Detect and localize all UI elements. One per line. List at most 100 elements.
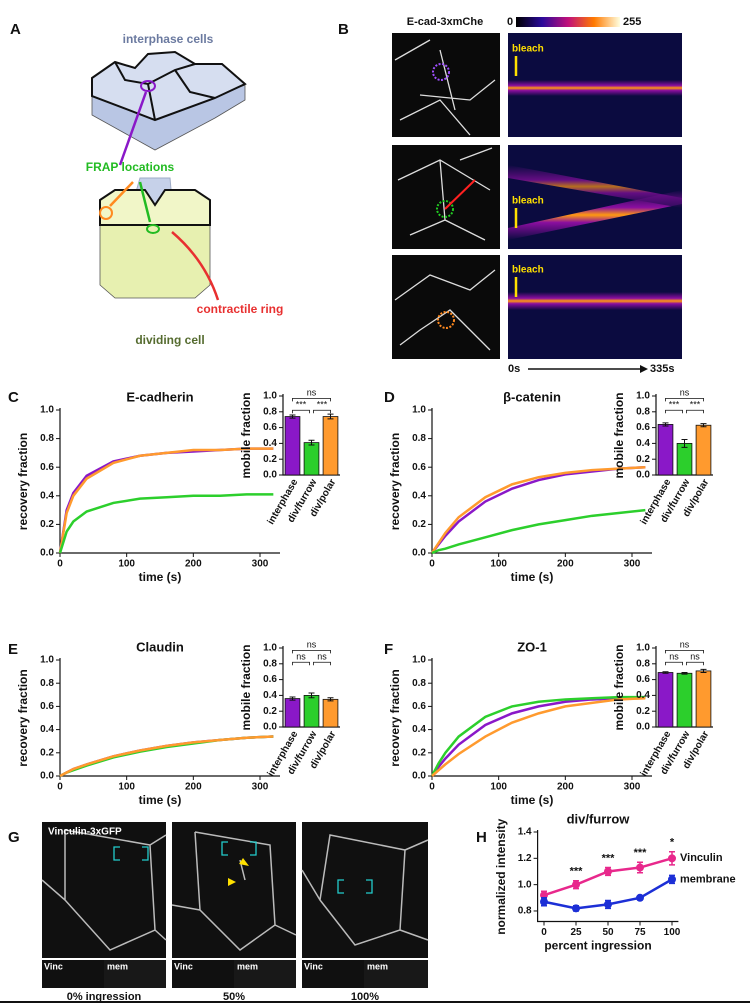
- y-tick-label: 0.4: [412, 724, 426, 735]
- y-tick-label: 0.6: [40, 462, 54, 473]
- y-tick-label: 0.2: [40, 747, 54, 758]
- y-tick-label: 1.4: [518, 827, 532, 838]
- y-tick-label: 0.6: [412, 462, 426, 473]
- panel-label: F: [384, 641, 393, 658]
- panel-label: G: [8, 829, 20, 846]
- point: [604, 900, 612, 909]
- error-bar: [681, 671, 688, 675]
- x-tick-label: 0: [429, 559, 435, 570]
- y-tick-label: 0.8: [40, 433, 54, 444]
- y-tick-label: 0.2: [636, 454, 650, 465]
- error-bar: [308, 439, 315, 446]
- chart-title: div/furrow: [567, 811, 631, 826]
- y-tick-label: 0.6: [263, 422, 277, 433]
- y-tick-label: 0.4: [412, 490, 426, 501]
- caption: 50%: [223, 991, 245, 1003]
- diagram-label: dividing cell: [135, 333, 204, 347]
- y-tick-label: 0.8: [518, 906, 532, 917]
- chart-title: ZO-1: [517, 639, 547, 654]
- time-label: 335s: [650, 363, 674, 375]
- y-tick-label: 0.0: [263, 470, 277, 481]
- x-tick-label: 100: [118, 559, 135, 570]
- time-label: 0s: [508, 363, 520, 375]
- point: [636, 893, 644, 902]
- y-tick-label: 0.8: [636, 406, 650, 417]
- significance: ***: [634, 847, 648, 859]
- x-tick-label: 100: [490, 559, 507, 570]
- x-axis-label: time (s): [511, 793, 554, 807]
- error-bar: [700, 423, 707, 428]
- bar: [695, 670, 712, 728]
- y-axis-label: recovery fraction: [16, 669, 30, 766]
- panel-label: E: [8, 641, 18, 658]
- chart-title: E-cadherin: [126, 389, 193, 404]
- x-tick-label: 100: [490, 782, 507, 793]
- panel-labels: A B C D E F G H: [8, 21, 487, 846]
- diagram-label: contractile ring: [197, 302, 284, 316]
- panel-label: B: [338, 21, 349, 38]
- bar: [322, 416, 339, 476]
- y-tick-label: 0.6: [263, 674, 277, 685]
- bleach-label: bleach: [512, 44, 544, 55]
- series-line: [58, 447, 274, 554]
- bar: [303, 442, 320, 476]
- significance: ns: [669, 652, 679, 662]
- series-label: membrane: [680, 873, 736, 885]
- series-label: Vinculin: [680, 852, 723, 864]
- y-axis-label: normalized intensity: [494, 818, 508, 934]
- x-tick-label: 300: [624, 559, 641, 570]
- bracket: [292, 409, 310, 414]
- y-tick-label: 0.0: [412, 548, 426, 559]
- y-tick-label: 0.6: [636, 674, 650, 685]
- y-tick-label: 0.0: [40, 548, 54, 559]
- x-tick-label: 200: [557, 782, 574, 793]
- diagram-label: interphase cells: [123, 32, 214, 46]
- series-line: [431, 697, 646, 777]
- y-tick-label: 0.0: [412, 771, 426, 782]
- error-bar: [662, 422, 669, 427]
- color-scale: [516, 17, 620, 27]
- y-axis-label: mobile fraction: [239, 644, 253, 730]
- y-tick-label: 0.8: [412, 678, 426, 689]
- point: [572, 904, 580, 913]
- series-line: [58, 493, 274, 554]
- bracket: [292, 661, 310, 666]
- point: [636, 863, 644, 872]
- series-line: [59, 735, 274, 778]
- series-line: [430, 465, 646, 554]
- diagram-label: FRAP locations: [86, 160, 175, 174]
- significance: ***: [570, 866, 584, 878]
- error-bar: [308, 692, 315, 699]
- significance: ***: [669, 400, 680, 410]
- inset-label: mem: [107, 961, 128, 971]
- micrographs: Vinculin-3xGFP Vinc mem Vinc mem Vinc me…: [41, 822, 429, 1003]
- y-tick-label: 0.0: [636, 722, 650, 733]
- y-tick-label: 0.6: [412, 701, 426, 712]
- y-tick-label: 1.0: [263, 391, 277, 402]
- x-tick-label: 25: [570, 927, 582, 938]
- error-bar: [289, 414, 296, 419]
- error-bar: [662, 671, 669, 674]
- y-tick-label: 0.4: [40, 724, 54, 735]
- x-tick-label: 0: [57, 559, 63, 570]
- x-axis-label: time (s): [139, 793, 182, 807]
- y-axis-label: recovery fraction: [16, 433, 30, 530]
- bar: [303, 695, 320, 728]
- point: [572, 880, 580, 889]
- series-line: [430, 695, 646, 777]
- axis: [537, 830, 679, 923]
- panel-label: C: [8, 389, 19, 406]
- x-tick-label: 300: [252, 559, 269, 570]
- point: [668, 854, 676, 863]
- series-line: [431, 465, 646, 554]
- bracket: [665, 409, 683, 414]
- x-axis-label: time (s): [139, 570, 182, 584]
- y-tick-label: 1.0: [412, 405, 426, 416]
- significance: ns: [307, 640, 317, 650]
- inset-label: Vinc: [174, 961, 193, 971]
- y-axis-label: mobile fraction: [612, 644, 626, 730]
- error-bar: [327, 413, 334, 420]
- series-line: [431, 508, 646, 555]
- error-bar: [681, 438, 688, 448]
- bracket: [292, 397, 331, 402]
